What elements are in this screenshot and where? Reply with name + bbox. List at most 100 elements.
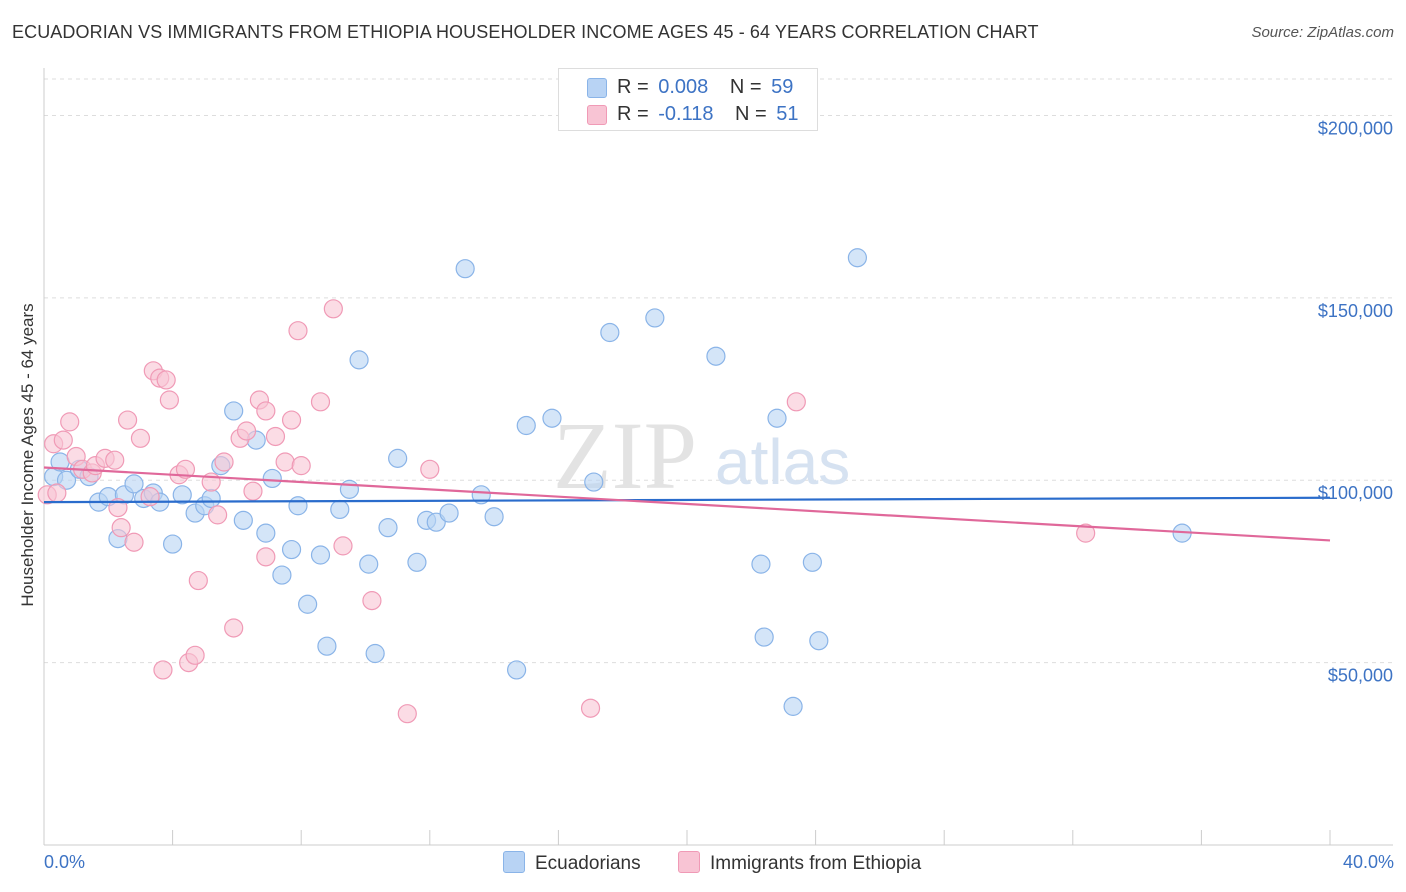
ecuadorian-point xyxy=(706,346,726,366)
ecuadorian-point xyxy=(751,554,771,574)
points-layer xyxy=(37,248,1192,724)
ethiopia-point xyxy=(580,698,601,718)
legend-r-value: 0.008 xyxy=(658,76,709,98)
ethiopia-point xyxy=(256,547,276,567)
trend-layer xyxy=(43,466,1331,542)
legend: R = 0.008 N = 59 R = -0.118 N = 51 xyxy=(558,68,818,131)
ethiopia-point xyxy=(256,401,276,421)
ethiopia-point xyxy=(159,390,179,410)
bottom-legend-label-ecuadorians: Ecuadorians xyxy=(535,853,641,874)
legend-n-value: 59 xyxy=(771,76,794,98)
ethiopia-point xyxy=(275,452,295,472)
ecuadorian-point xyxy=(317,636,337,656)
legend-n-label: N = xyxy=(729,76,762,98)
y-tick-labels: $50,000 $100,000 $150,000 $200,000 xyxy=(1318,118,1393,685)
ecuadorian-point xyxy=(201,488,221,509)
ethiopia-point xyxy=(310,392,331,412)
legend-n-value: 51 xyxy=(776,103,799,125)
ecuadorian-point xyxy=(388,448,408,468)
ecuadorian-point xyxy=(407,552,427,572)
ethiopia-point xyxy=(60,412,80,432)
x-axis-max-label: 40.0% xyxy=(1342,852,1394,872)
bottom-legend-swatch-ethiopia xyxy=(678,851,700,873)
ecuadorian-point xyxy=(298,594,318,614)
ethiopia-point xyxy=(333,536,353,556)
ecuadorian-point xyxy=(754,627,774,647)
y-tick-label: $150,000 xyxy=(1318,301,1393,321)
legend-swatch-ethiopia xyxy=(587,105,607,125)
ethiopia-point xyxy=(111,518,131,538)
ethiopia-point xyxy=(53,430,73,450)
ecuadorian-point xyxy=(600,322,620,343)
watermark-atlas: atlas xyxy=(715,426,850,498)
axis-layer xyxy=(43,68,1393,846)
ethiopia-point xyxy=(185,645,205,665)
ecuadorian-point xyxy=(281,539,302,560)
source-label: Source: ZipAtlas.com xyxy=(1251,24,1394,41)
ecuadorian-point xyxy=(233,510,253,530)
bottom-legend-label-ethiopia: Immigrants from Ethiopia xyxy=(710,853,922,874)
ecuadorian-point xyxy=(56,470,77,490)
ecuadorian-point xyxy=(542,408,562,428)
ecuadorian-point xyxy=(288,496,308,516)
ethiopia-point xyxy=(236,421,257,441)
ethiopia-point xyxy=(153,660,173,680)
ethiopia-point xyxy=(291,456,311,476)
ecuadorian-point xyxy=(163,534,183,554)
ethiopia-point xyxy=(323,299,343,319)
ethiopia-point xyxy=(214,452,234,472)
ethiopia-point xyxy=(265,426,286,447)
chart-title: ECUADORIAN VS IMMIGRANTS FROM ETHIOPIA H… xyxy=(12,22,1039,42)
ecuadorian-point xyxy=(645,308,665,328)
ethiopia-point xyxy=(224,618,244,638)
ethiopia-point xyxy=(47,483,67,503)
ecuadorian-point xyxy=(484,507,504,527)
ethiopia-point xyxy=(281,410,302,430)
ethiopia-point xyxy=(1076,523,1096,543)
ethiopia-point xyxy=(175,459,196,479)
y-tick-label: $50,000 xyxy=(1328,666,1393,686)
ecuadorian-point xyxy=(359,554,379,574)
ecuadorian-point xyxy=(584,472,604,492)
ethiopia-point xyxy=(105,450,125,470)
legend-swatch-ecuadorians xyxy=(587,78,607,98)
watermark: ZIP atlas xyxy=(553,402,850,509)
ecuadorian-point xyxy=(349,350,369,370)
ecuadorian-point xyxy=(310,545,331,565)
grid-layer xyxy=(44,78,1393,664)
ecuadorian-point xyxy=(847,248,867,268)
ecuadorian-point xyxy=(802,552,822,572)
ecuadorian-point xyxy=(507,660,527,680)
ethiopia-point xyxy=(208,505,228,525)
legend-r-value: -0.118 xyxy=(658,103,714,125)
watermark-zip: ZIP xyxy=(553,402,697,509)
ethiopia-point xyxy=(130,428,151,448)
ecuadorian-point xyxy=(172,485,192,505)
ethiopia-point xyxy=(108,497,128,518)
ethiopia-point xyxy=(188,570,208,591)
y-tick-label: $100,000 xyxy=(1318,483,1393,503)
x-axis-min-label: 0.0% xyxy=(44,852,86,872)
ethiopia-point xyxy=(117,410,138,430)
ecuadorian-point xyxy=(330,499,350,520)
ecuadorian-point xyxy=(767,408,787,428)
legend-r-label: R = xyxy=(617,76,649,98)
ecuadorian-point xyxy=(124,474,144,494)
ecuadorian-point xyxy=(516,415,536,436)
ecuadorian-point xyxy=(256,523,276,543)
ethiopia-point xyxy=(362,591,382,611)
ethiopia-point xyxy=(288,321,308,341)
ecuadorian-point xyxy=(809,631,829,651)
ecuadorian-point xyxy=(339,479,360,499)
ecuadorian-point xyxy=(224,401,244,421)
ethiopia-point xyxy=(156,370,176,390)
ecuadorian-trend-line xyxy=(43,496,1331,504)
ethiopia-point xyxy=(420,459,440,479)
legend-n-label: N = xyxy=(735,103,767,125)
ecuadorian-point xyxy=(262,468,282,489)
y-tick-label: $200,000 xyxy=(1318,118,1393,138)
bottom-legend-ethiopia: Immigrants from Ethiopia xyxy=(678,851,921,875)
ecuadorian-point xyxy=(455,259,475,279)
ecuadorian-point xyxy=(272,565,292,585)
